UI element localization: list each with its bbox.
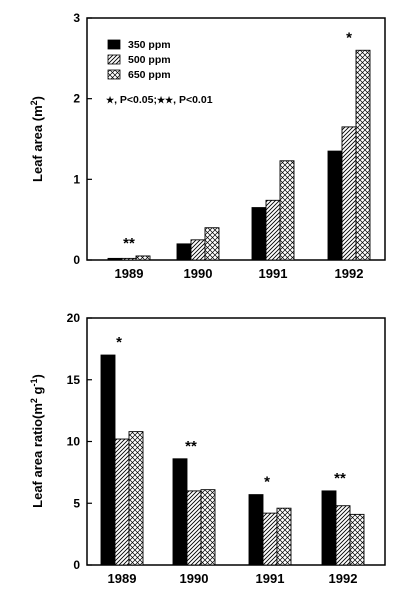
x-category-label: 1990	[184, 266, 213, 281]
bar-350-ppm-1991	[251, 207, 267, 261]
y-tick-label: 2	[73, 92, 80, 106]
x-category-label: 1989	[108, 571, 137, 586]
significance-markers: ***	[123, 29, 352, 252]
bar-500-ppm-1991	[265, 199, 281, 261]
bar-350-ppm-1992	[321, 490, 337, 566]
y-tick-label: 1	[73, 172, 80, 186]
x-category-label: 1990	[180, 571, 209, 586]
bar-500-ppm-1991	[262, 512, 278, 566]
bar-350-ppm-1991	[248, 494, 264, 566]
y-axis-ticks: 0 5 10 15 20	[67, 311, 92, 572]
bar-500-ppm-1989	[121, 257, 137, 261]
bar-group	[100, 354, 365, 566]
y-axis-ticks: 0 1 2 3	[73, 11, 92, 267]
significance-marker: *	[346, 29, 352, 46]
legend-label-500: 500 ppm	[128, 54, 171, 66]
plot-frame	[86, 17, 386, 261]
legend-label-350: 350 ppm	[128, 39, 171, 51]
bar-500-ppm-1990	[186, 490, 202, 566]
y-axis-title: Leaf area ratio(m2 g-1)	[29, 374, 45, 508]
x-category-label: 1991	[259, 266, 288, 281]
legend-swatch-650	[107, 69, 121, 80]
bar-650-ppm-1989	[128, 431, 144, 566]
bar-650-ppm-1990	[204, 227, 220, 261]
bar-500-ppm-1992	[341, 126, 357, 261]
x-category-label: 1992	[329, 571, 358, 586]
bar-500-ppm-1992	[335, 505, 351, 566]
significance-marker: *	[264, 474, 270, 491]
bar-350-ppm-1989	[107, 257, 123, 261]
significance-markers: **** **	[116, 334, 346, 491]
legend: 350 ppm 500 ppm 650 ppm ★, P<0.05;★★, P<…	[106, 39, 213, 106]
x-axis-categories: 1989 1990 1991 1992	[108, 571, 358, 586]
significance-marker: **	[185, 438, 197, 455]
bar-350-ppm-1990	[176, 243, 192, 261]
bar-650-ppm-1991	[276, 507, 292, 566]
bar-350-ppm-1989	[100, 354, 116, 566]
bar-group	[107, 49, 371, 261]
y-tick-label: 5	[73, 496, 80, 510]
bar-350-ppm-1992	[327, 150, 343, 261]
bar-650-ppm-1990	[200, 489, 216, 566]
bar-350-ppm-1990	[172, 458, 188, 566]
significance-marker: **	[123, 235, 135, 252]
y-tick-label: 3	[73, 11, 80, 25]
x-category-label: 1989	[115, 266, 144, 281]
significance-marker: **	[334, 470, 346, 487]
y-tick-label: 0	[73, 558, 80, 572]
significance-marker: *	[116, 334, 122, 351]
legend-significance-note: ★, P<0.05;★★, P<0.01	[106, 94, 213, 106]
y-tick-label: 0	[73, 253, 80, 267]
legend-label-650: 650 ppm	[128, 69, 171, 81]
x-category-label: 1992	[335, 266, 364, 281]
bar-650-ppm-1992	[355, 49, 371, 261]
bar-500-ppm-1989	[114, 438, 130, 566]
bar-650-ppm-1992	[349, 513, 365, 566]
legend-swatch-500	[107, 54, 121, 65]
y-tick-label: 10	[67, 435, 81, 449]
bar-650-ppm-1991	[279, 160, 295, 261]
y-tick-label: 15	[67, 373, 81, 387]
x-category-label: 1991	[256, 571, 285, 586]
y-tick-label: 20	[67, 311, 81, 325]
x-axis-categories: 1989 1990 1991 1992	[115, 266, 364, 281]
legend-swatch-350	[107, 39, 121, 50]
bar-500-ppm-1990	[190, 239, 206, 261]
y-axis-title: Leaf area (m2)	[29, 96, 45, 182]
bar-650-ppm-1989	[135, 255, 151, 261]
